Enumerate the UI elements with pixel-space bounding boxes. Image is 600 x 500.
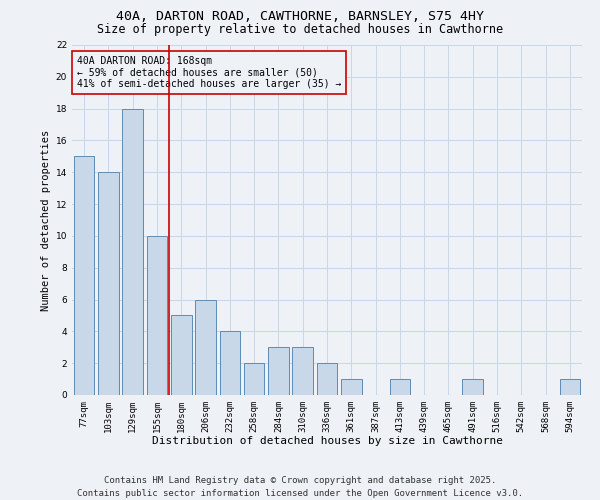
Bar (341, 379, 362, 395)
Bar (292, 348, 313, 395)
Text: Size of property relative to detached houses in Cawthorne: Size of property relative to detached ho… (97, 22, 503, 36)
Bar (146, 236, 167, 395)
Text: 40A DARTON ROAD: 168sqm
← 59% of detached houses are smaller (50)
41% of semi-de: 40A DARTON ROAD: 168sqm ← 59% of detache… (77, 56, 341, 88)
Bar (389, 379, 410, 395)
Bar (317, 363, 337, 395)
Bar (171, 316, 191, 395)
Y-axis label: Number of detached properties: Number of detached properties (41, 130, 52, 310)
Bar (244, 363, 265, 395)
Bar (560, 379, 580, 395)
Bar (195, 300, 216, 395)
X-axis label: Distribution of detached houses by size in Cawthorne: Distribution of detached houses by size … (151, 436, 503, 446)
Bar (122, 108, 143, 395)
Bar (74, 156, 94, 395)
Text: Contains HM Land Registry data © Crown copyright and database right 2025.
Contai: Contains HM Land Registry data © Crown c… (77, 476, 523, 498)
Text: 40A, DARTON ROAD, CAWTHORNE, BARNSLEY, S75 4HY: 40A, DARTON ROAD, CAWTHORNE, BARNSLEY, S… (116, 10, 484, 23)
Bar (268, 348, 289, 395)
Bar (220, 332, 240, 395)
Bar (98, 172, 119, 395)
Bar (463, 379, 483, 395)
